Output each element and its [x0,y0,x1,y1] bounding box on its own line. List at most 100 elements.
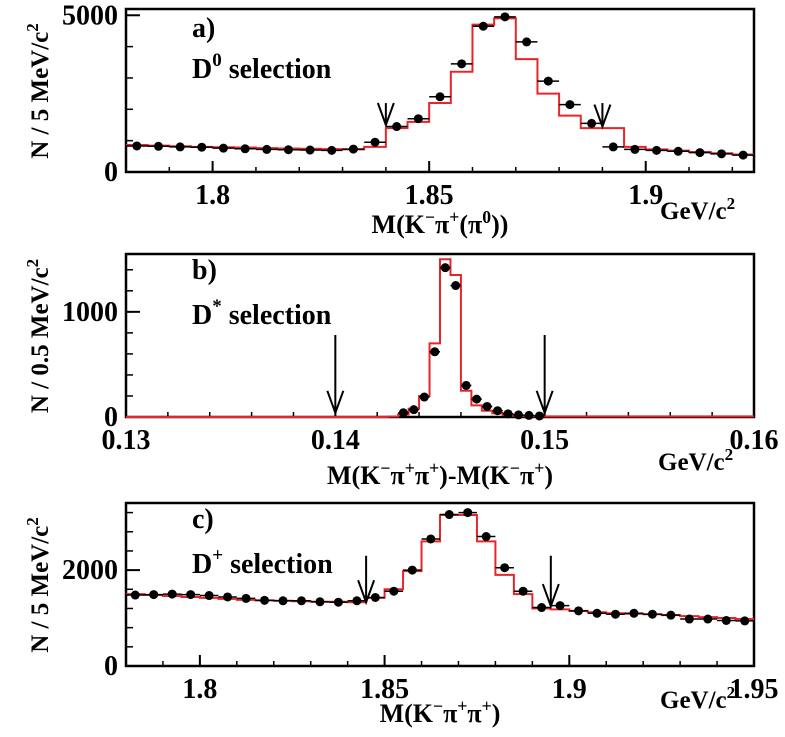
text-part: GeV/c [660,687,727,714]
data-point [283,145,293,155]
panel-title: D* selection [192,296,332,331]
data-point [430,347,440,357]
y-tick-label: 5000 [62,0,118,31]
title-superscript: + [212,545,223,566]
text-part: π [415,461,429,490]
data-point [167,589,177,599]
data-point [389,586,399,596]
x-axis-label: M(K−π+(π0)) [372,207,509,239]
data-point [534,411,544,421]
x-axis-units: GeV/c2 [660,683,735,714]
text-part: ) [492,699,501,728]
data-point [610,609,620,619]
y-tick-label: 0 [104,157,118,188]
data-point [461,380,471,390]
superscript-text: 2 [725,445,734,464]
data-point [305,145,315,155]
data-point [522,37,532,47]
data-point [197,142,207,152]
data-point [630,144,640,154]
data-point [472,394,482,404]
data-point [565,100,575,110]
data-point [514,410,523,420]
x-tick-label: 1.85 [360,674,409,705]
data-point [652,145,662,155]
data-point [721,615,731,625]
data-point [204,591,214,601]
data-point [370,592,380,602]
y-axis-label: N / 5 MeV/c2 [23,23,54,159]
data-point [587,118,597,128]
data-point [740,616,750,626]
superscript-text: + [429,458,439,478]
data-point [392,122,402,132]
title-superscript: 0 [212,50,222,71]
panel-label: c) [192,504,214,535]
data-point [555,601,565,611]
data-point [260,595,270,605]
data-point [132,141,142,151]
title-main: D [192,300,212,331]
data-point [592,608,602,618]
data-point [666,610,676,620]
text-part: π [391,461,405,490]
data-point [333,597,343,607]
x-tick-label: 0.13 [102,425,151,456]
x-tick-label: 0.16 [730,425,779,456]
arrow-head [535,390,554,416]
data-point [673,146,683,156]
data-point [451,281,461,291]
superscript-text: + [457,696,467,716]
data-point [493,406,503,416]
text-part: π [443,699,457,728]
x-tick-label: 1.8 [195,180,230,211]
data-point [130,590,140,600]
superscript-text: − [433,696,443,716]
text-part: π [467,699,481,728]
text-part: N / 5 MeV/c [27,526,54,653]
data-point [175,142,185,152]
title-main: D [192,54,212,85]
x-axis-label: M(K−π+π+) [380,696,501,728]
panel-label: a) [192,13,215,44]
x-axis-units: GeV/c2 [658,445,733,476]
data-point [684,614,694,624]
text-part: N / 0.5 MeV/c [27,267,54,413]
data-point [398,408,408,418]
superscript-text: 2 [23,517,42,526]
text-part: M(K [372,210,426,239]
data-point [440,263,450,273]
data-point [500,12,510,22]
data-point [444,510,454,520]
superscript-text: 0 [482,207,491,227]
title-main: D [192,549,212,580]
y-tick-label: 2000 [62,555,118,586]
x-tick-label: 1.85 [405,180,454,211]
arrow-head [541,583,560,609]
data-point [327,145,337,155]
x-tick-label: 1.9 [552,674,587,705]
arrow-head [376,102,395,128]
mc-histogram [126,258,754,418]
data-point [695,148,705,158]
arrow-head [593,104,612,130]
text-part: π [435,210,449,239]
data-point [543,76,553,86]
text-part: ) [544,461,553,490]
data-point [608,142,618,152]
data-point [703,614,713,624]
data-point [409,405,419,415]
data-point [647,609,657,619]
data-point [419,392,429,402]
data-point [500,563,510,573]
data-point [574,606,584,616]
data-point [435,92,445,102]
x-axis-units: GeV/c2 [660,194,735,225]
x-tick-label: 1.95 [730,674,779,705]
data-point [262,144,272,154]
plot-frame [124,252,756,419]
text-part: π [520,461,534,490]
title-rest: selection [223,549,333,580]
arrow-head [326,390,345,416]
